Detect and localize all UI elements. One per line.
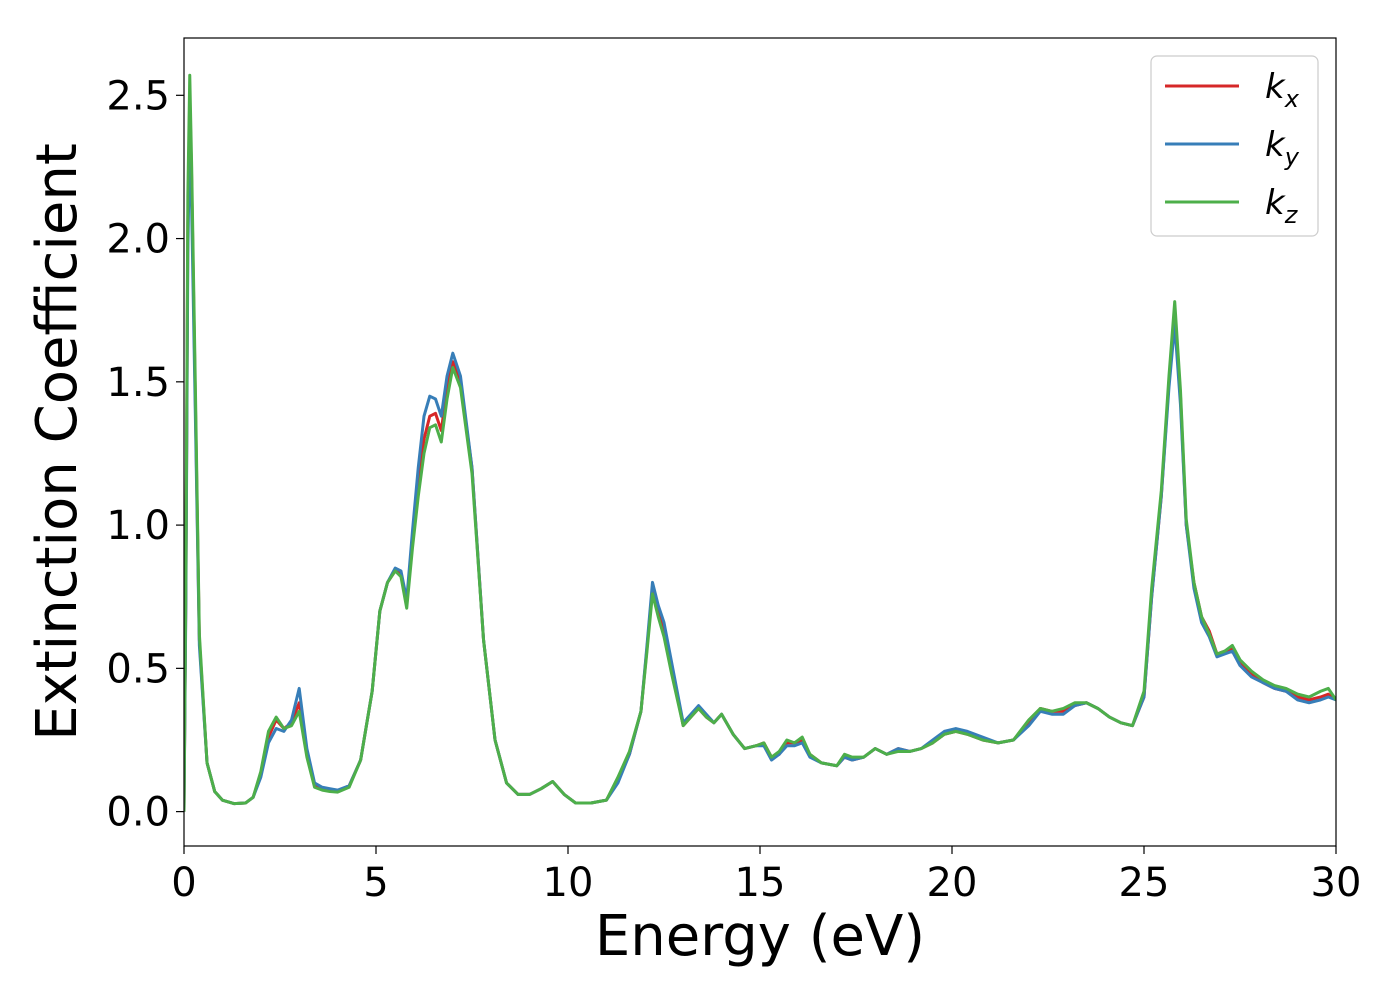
x-tick-label: 10	[543, 860, 594, 906]
legend-label: kz	[1265, 183, 1299, 229]
x-tick-label: 15	[735, 860, 786, 906]
y-tick-label: 0.5	[106, 646, 170, 692]
x-tick-label: 30	[1311, 860, 1362, 906]
x-tick-label: 20	[927, 860, 978, 906]
x-tick-label: 0	[171, 860, 196, 906]
legend-label: kx	[1265, 67, 1300, 113]
y-axis-label: Extinction Coefficient	[25, 143, 90, 741]
y-tick-label: 2.0	[106, 217, 170, 263]
legend-label: ky	[1265, 125, 1300, 171]
series-line-k-z	[184, 73, 1336, 812]
x-axis-label: Energy (eV)	[595, 904, 925, 969]
y-tick-label: 0.0	[106, 790, 170, 836]
y-tick-label: 1.5	[106, 360, 170, 406]
legend-box	[1150, 55, 1319, 237]
series-layer	[184, 73, 1336, 812]
y-tick-label: 2.5	[106, 73, 170, 119]
x-tick-label: 5	[363, 860, 388, 906]
legend: kx ky kz	[1150, 55, 1319, 237]
x-axis: 0 5 10 15 20 25 30	[171, 846, 1361, 906]
y-axis: 0.0 0.5 1.0 1.5 2.0 2.5	[106, 73, 184, 836]
x-tick-label: 25	[1119, 860, 1170, 906]
y-tick-label: 1.0	[106, 503, 170, 549]
